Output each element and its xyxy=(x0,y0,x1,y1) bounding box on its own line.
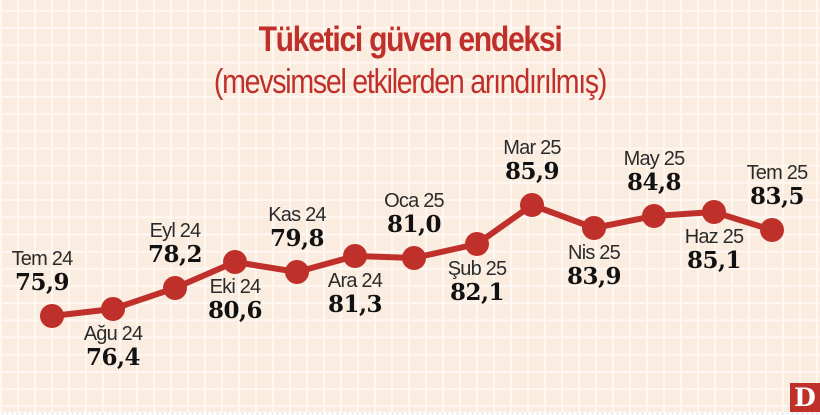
month-label: Tem 24 xyxy=(11,248,74,270)
value-label: 84,8 xyxy=(626,169,682,196)
month-label: Eyl 24 xyxy=(149,220,202,242)
month-label: Ara 24 xyxy=(327,270,383,292)
data-point-marker xyxy=(163,276,187,300)
data-point-marker xyxy=(465,232,489,256)
bottom-border xyxy=(0,412,820,415)
value-label: 81,0 xyxy=(386,211,442,238)
data-point-marker xyxy=(101,297,125,321)
data-label: Ağu 24 76,4 xyxy=(84,323,143,371)
data-label: Mar 25 85,9 xyxy=(503,137,561,185)
month-label: Mar 25 xyxy=(503,137,561,159)
value-label: 85,9 xyxy=(504,158,560,185)
value-label: 85,1 xyxy=(686,247,742,274)
month-label: Oca 25 xyxy=(384,190,444,212)
value-label: 80,6 xyxy=(207,297,263,324)
value-label: 75,9 xyxy=(14,269,70,296)
month-label: Ağu 24 xyxy=(83,323,143,345)
data-point-marker xyxy=(582,216,606,240)
month-label: Kas 24 xyxy=(268,204,326,226)
data-label: Tem 24 75,9 xyxy=(11,248,74,296)
value-label: 82,1 xyxy=(449,279,505,306)
data-label: Nis 25 83,9 xyxy=(566,242,622,290)
data-point-marker xyxy=(520,193,544,217)
data-point-marker xyxy=(702,200,726,224)
data-label: Tem 25 83,5 xyxy=(746,162,809,210)
data-label: Haz 25 85,1 xyxy=(685,226,744,274)
value-label: 79,8 xyxy=(269,225,325,252)
month-label: Şub 25 xyxy=(447,258,507,280)
data-point-marker xyxy=(642,204,666,228)
data-label: Oca 25 81,0 xyxy=(384,190,444,238)
data-label: Eyl 24 78,2 xyxy=(147,220,203,268)
data-point-marker xyxy=(40,304,64,328)
data-label: Şub 25 82,1 xyxy=(448,258,507,306)
month-label: Nis 25 xyxy=(568,242,621,264)
month-label: May 25 xyxy=(623,148,686,170)
value-label: 81,3 xyxy=(327,291,383,318)
value-label: 78,2 xyxy=(147,241,203,268)
data-point-marker xyxy=(285,260,309,284)
chart-title: Tüketici güven endeksi xyxy=(258,20,563,59)
data-label: Kas 24 79,8 xyxy=(268,204,326,252)
data-point-marker xyxy=(343,244,367,268)
data-markers xyxy=(40,193,784,328)
data-label: Eki 24 80,6 xyxy=(207,276,263,324)
month-label: Haz 25 xyxy=(684,226,744,248)
month-label: Tem 25 xyxy=(746,162,809,184)
month-label: Eki 24 xyxy=(209,276,262,298)
data-point-marker xyxy=(223,250,247,274)
value-label: 83,9 xyxy=(566,263,622,290)
data-label: May 25 84,8 xyxy=(623,148,686,196)
value-label: 76,4 xyxy=(85,344,141,371)
data-label: Ara 24 81,3 xyxy=(327,270,383,318)
publisher-logo: D xyxy=(790,383,820,412)
data-point-marker xyxy=(402,246,426,270)
chart-subtitle: (mevsimsel etkilerden arındırılmış) xyxy=(213,63,608,101)
value-label: 83,5 xyxy=(749,183,805,210)
data-point-marker xyxy=(760,218,784,242)
